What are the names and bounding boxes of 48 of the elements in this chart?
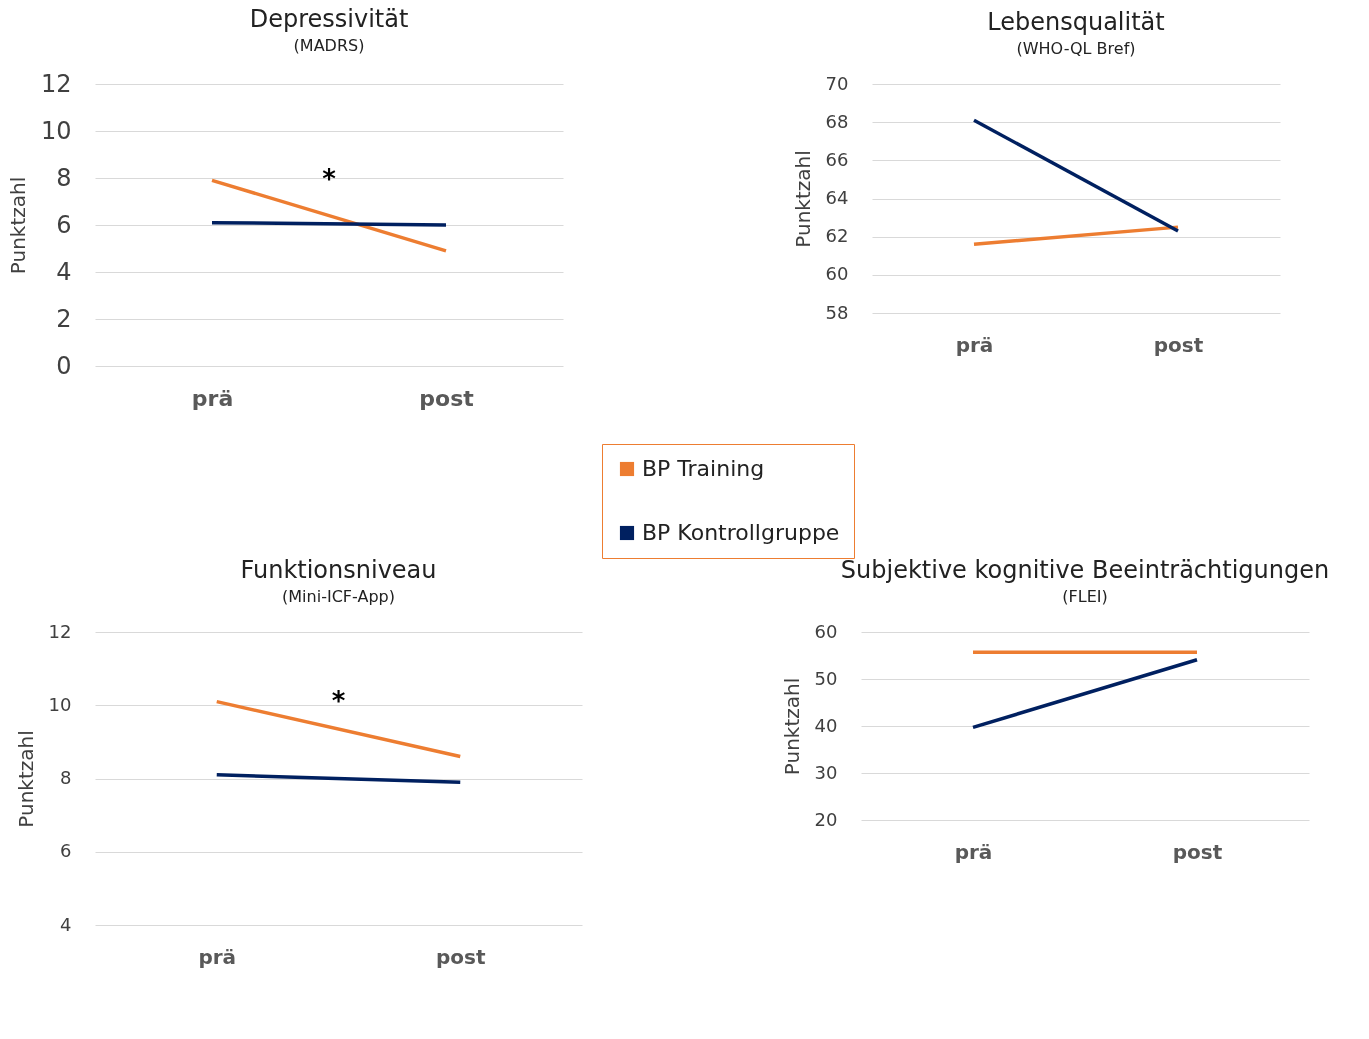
y-tick-label: 10 [40, 116, 72, 145]
y-tick-label: 66 [825, 148, 849, 170]
x-tick-label: post [1153, 332, 1204, 357]
y-tick-label: 20 [814, 808, 838, 830]
y-axis-title: Punktzahl [779, 677, 804, 776]
y-tick-label: 64 [825, 187, 849, 208]
y-tick-label: 10 [48, 693, 72, 715]
x-tick-label: post [419, 385, 475, 411]
y-tick-label: 60 [814, 620, 838, 642]
annotation: * [322, 164, 337, 195]
y-tick-label: 12 [48, 620, 72, 642]
y-tick-label: 6 [60, 840, 72, 862]
y-tick-label: 58 [825, 301, 849, 323]
y-tick-label: 30 [814, 761, 838, 783]
y-tick-label: 8 [56, 163, 72, 192]
chart-title: Depressivität [249, 5, 409, 33]
y-tick-label: 6 [56, 210, 72, 239]
y-tick-label: 60 [825, 263, 849, 285]
chart-subtitle: (MADRS) [293, 36, 365, 55]
chart-subtitle: (FLEI) [1062, 587, 1108, 606]
y-tick-label: 4 [56, 257, 72, 286]
y-tick-label: 4 [60, 913, 72, 935]
chart-subtitle: (Mini-ICF-App) [282, 587, 395, 606]
y-axis-title: Punktzahl [5, 176, 30, 275]
chart-title: Lebensqualität [987, 8, 1165, 36]
y-axis-title: Punktzahl [13, 730, 38, 828]
y-tick-label: 70 [825, 72, 849, 94]
y-tick-label: 2 [56, 304, 72, 333]
x-tick-label: prä [191, 385, 234, 411]
y-tick-label: 68 [825, 110, 849, 132]
y-tick-label: 0 [56, 351, 72, 380]
y-axis-title: Punktzahl [790, 150, 815, 248]
annotation: * [331, 685, 346, 716]
y-tick-label: 40 [814, 714, 838, 736]
x-tick-label: prä [955, 332, 994, 357]
x-tick-label: prä [954, 839, 993, 864]
chart-subtitle: (WHO-QL Bref) [1016, 39, 1136, 58]
chart-title: Funktionsniveau [240, 556, 437, 584]
y-tick-label: 50 [814, 667, 838, 689]
x-tick-label: prä [198, 944, 237, 969]
x-tick-label: post [1172, 839, 1223, 864]
y-tick-label: 12 [40, 69, 72, 98]
chart-title: Subjektive kognitive Beeinträchtigungen [840, 556, 1330, 584]
legend-label: BP Training [642, 456, 765, 481]
legend-label: BP Kontrollgruppe [642, 520, 840, 545]
x-tick-label: post [435, 944, 486, 969]
y-tick-label: 8 [60, 767, 72, 788]
y-tick-label: 62 [825, 225, 849, 247]
